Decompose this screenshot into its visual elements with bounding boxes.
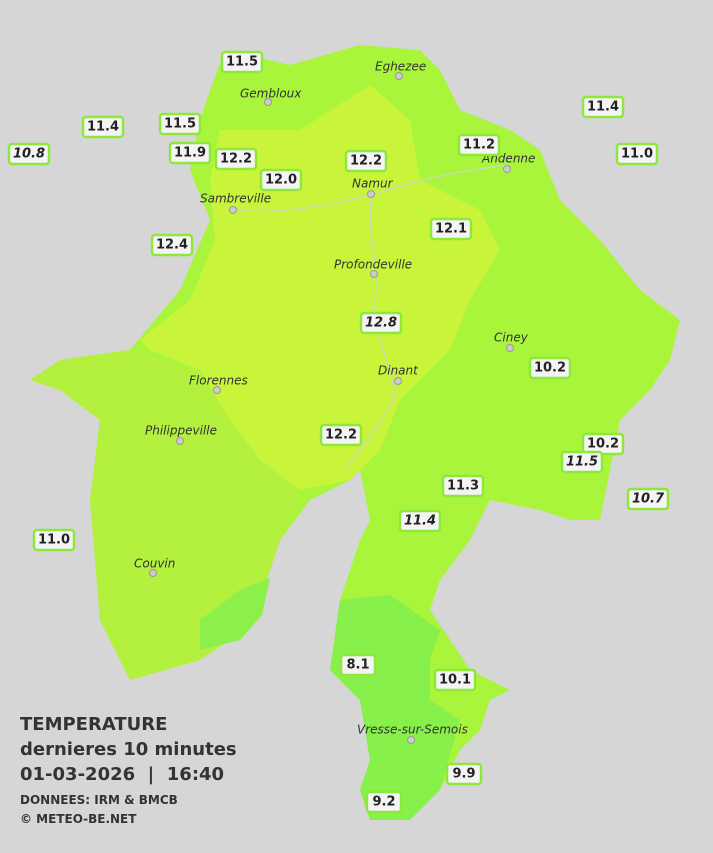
- station-box: [32, 528, 76, 552]
- station-value: 12.2: [350, 154, 382, 169]
- station-box: [344, 149, 388, 173]
- station-value: 9.9: [452, 767, 475, 782]
- station-value: 10.8: [13, 147, 45, 162]
- station-box: [560, 450, 604, 474]
- town-label: Gembloux: [240, 87, 302, 101]
- town-dot: [176, 437, 184, 445]
- station-box: [457, 133, 501, 157]
- town-label: Ciney: [494, 331, 529, 345]
- station-value: 11.3: [447, 479, 479, 494]
- station-value: 12.2: [220, 152, 252, 167]
- town-dot: [264, 98, 272, 106]
- station-value: 11.4: [587, 100, 619, 115]
- station-value: 11.4: [404, 514, 436, 529]
- station-box: [528, 356, 572, 380]
- town-label: Dinant: [378, 364, 419, 378]
- town-label: Couvin: [134, 557, 175, 571]
- town-label: Namur: [352, 177, 394, 191]
- legend-copyright: © METEO-BE.NET: [20, 812, 137, 826]
- station-box: [359, 311, 403, 335]
- station-value: 11.2: [463, 138, 495, 153]
- town-layer: EghezeeGemblouxAndenneNamurSambrevillePr…: [134, 60, 535, 744]
- town-dot: [407, 736, 415, 744]
- station-value: 11.9: [174, 146, 206, 161]
- station-box: [429, 217, 473, 241]
- station-value: 12.0: [265, 173, 297, 188]
- town-dot: [503, 165, 511, 173]
- station-value: 12.2: [325, 428, 357, 443]
- station-layer: 11.5 11.4 11.5 10.8 11.9 12.2 12.0 12.2 11.2 11.4…: [7, 50, 670, 814]
- legend-title: TEMPERATURE: [20, 714, 167, 735]
- station-box: [615, 142, 659, 166]
- town-dot: [149, 569, 157, 577]
- station-box: [365, 790, 403, 814]
- cool-zone: [330, 595, 460, 820]
- town-dot: [229, 206, 237, 214]
- station-value: 12.4: [156, 238, 188, 253]
- station-value: 10.7: [632, 492, 665, 507]
- station-value: 11.5: [566, 455, 598, 470]
- town-dot: [213, 386, 221, 394]
- station-box: [220, 50, 264, 74]
- station-box: [81, 115, 125, 139]
- town-label: Profondeville: [334, 258, 412, 272]
- station-value: 9.2: [372, 795, 395, 810]
- station-value: 8.1: [346, 658, 369, 673]
- station-value: 10.1: [439, 673, 471, 688]
- station-value: 11.0: [38, 533, 70, 548]
- station-value: 12.1: [435, 222, 467, 237]
- station-box: [158, 112, 202, 136]
- station-box: [259, 168, 303, 192]
- station-box: [626, 487, 670, 511]
- station-box: [7, 142, 51, 166]
- town-dot: [394, 377, 402, 385]
- station-box: [319, 423, 363, 447]
- station-box: [441, 474, 485, 498]
- station-box: [445, 762, 483, 786]
- station-value: 10.2: [534, 361, 566, 376]
- station-value: 11.5: [164, 117, 196, 132]
- cool-zone: [200, 578, 270, 650]
- town-label: Vresse-sur-Semois: [357, 723, 468, 737]
- station-value: 11.4: [87, 120, 119, 135]
- station-box: [433, 668, 477, 692]
- town-dot: [367, 190, 375, 198]
- town-dot: [395, 72, 403, 80]
- station-value: 12.8: [365, 316, 397, 331]
- legend-subtitle: dernieres 10 minutes: [20, 739, 237, 760]
- town-dot: [370, 270, 378, 278]
- station-box: [398, 509, 442, 533]
- legend-source: DONNEES: IRM & BMCB: [20, 793, 178, 807]
- station-box: [214, 147, 258, 171]
- station-value: 10.2: [587, 437, 619, 452]
- legend-datetime: 01-03-2026 | 16:40: [20, 764, 224, 785]
- town-label: Eghezee: [375, 60, 426, 74]
- warm-zone: [140, 85, 500, 490]
- station-box: [339, 653, 377, 677]
- station-value: 11.0: [621, 147, 653, 162]
- town-label: Florennes: [189, 374, 248, 388]
- station-box: [168, 141, 212, 165]
- town-label: Philippeville: [145, 424, 217, 438]
- town-label: Sambreville: [200, 192, 271, 206]
- station-box: [581, 95, 625, 119]
- town-dot: [506, 344, 514, 352]
- station-value: 11.5: [226, 55, 258, 70]
- station-box: [150, 233, 194, 257]
